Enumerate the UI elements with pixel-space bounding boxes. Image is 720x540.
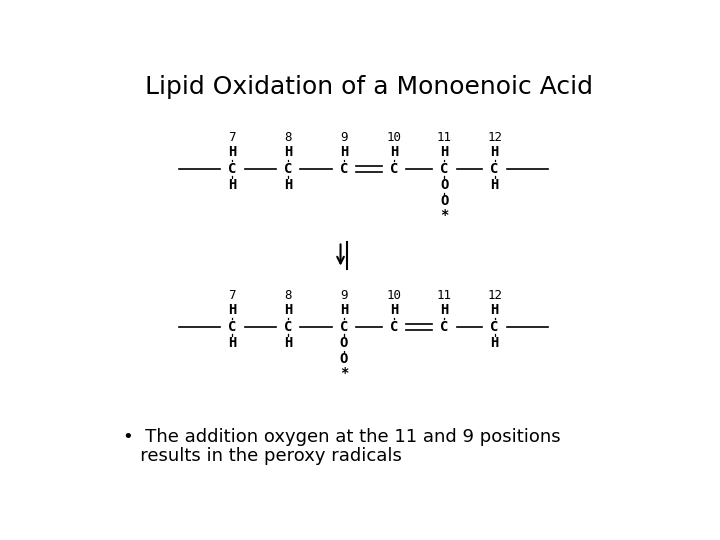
Text: 8: 8 (284, 289, 292, 302)
Text: C: C (440, 320, 449, 334)
Text: 10: 10 (387, 289, 402, 302)
Text: H: H (490, 145, 499, 159)
Text: 7: 7 (228, 289, 236, 302)
Text: *: * (440, 208, 449, 222)
Text: H: H (284, 178, 292, 192)
Text: H: H (440, 303, 449, 317)
Text: H: H (490, 336, 499, 350)
Text: C: C (228, 162, 236, 176)
Text: H: H (228, 178, 236, 192)
Text: 9: 9 (340, 131, 348, 144)
Text: H: H (390, 303, 398, 317)
Text: O: O (340, 336, 348, 350)
Text: H: H (228, 145, 236, 159)
Text: H: H (284, 145, 292, 159)
Text: H: H (490, 303, 499, 317)
Text: 12: 12 (487, 289, 502, 302)
Text: C: C (340, 320, 348, 334)
Text: H: H (340, 145, 348, 159)
Text: C: C (490, 320, 499, 334)
Text: H: H (284, 303, 292, 317)
Text: 12: 12 (487, 131, 502, 144)
Text: 11: 11 (437, 289, 452, 302)
Text: 8: 8 (284, 131, 292, 144)
Text: H: H (440, 145, 449, 159)
Text: O: O (340, 352, 348, 366)
Text: C: C (390, 162, 398, 176)
Text: C: C (390, 320, 398, 334)
Text: C: C (284, 162, 292, 176)
Text: C: C (228, 320, 236, 334)
Text: H: H (228, 336, 236, 350)
Text: O: O (440, 178, 449, 192)
Text: 9: 9 (340, 289, 348, 302)
Text: 11: 11 (437, 131, 452, 144)
Text: Lipid Oxidation of a Monoenoic Acid: Lipid Oxidation of a Monoenoic Acid (145, 75, 593, 99)
Text: *: * (340, 366, 348, 380)
Text: O: O (440, 194, 449, 208)
Text: H: H (390, 145, 398, 159)
Text: •  The addition oxygen at the 11 and 9 positions: • The addition oxygen at the 11 and 9 po… (124, 428, 561, 446)
Text: H: H (284, 336, 292, 350)
Text: C: C (340, 162, 348, 176)
Text: H: H (490, 178, 499, 192)
Text: H: H (340, 303, 348, 317)
Text: 10: 10 (387, 131, 402, 144)
Text: C: C (490, 162, 499, 176)
Text: H: H (228, 303, 236, 317)
Text: C: C (440, 162, 449, 176)
Text: 7: 7 (228, 131, 236, 144)
Text: results in the peroxy radicals: results in the peroxy radicals (124, 448, 402, 465)
Text: C: C (284, 320, 292, 334)
